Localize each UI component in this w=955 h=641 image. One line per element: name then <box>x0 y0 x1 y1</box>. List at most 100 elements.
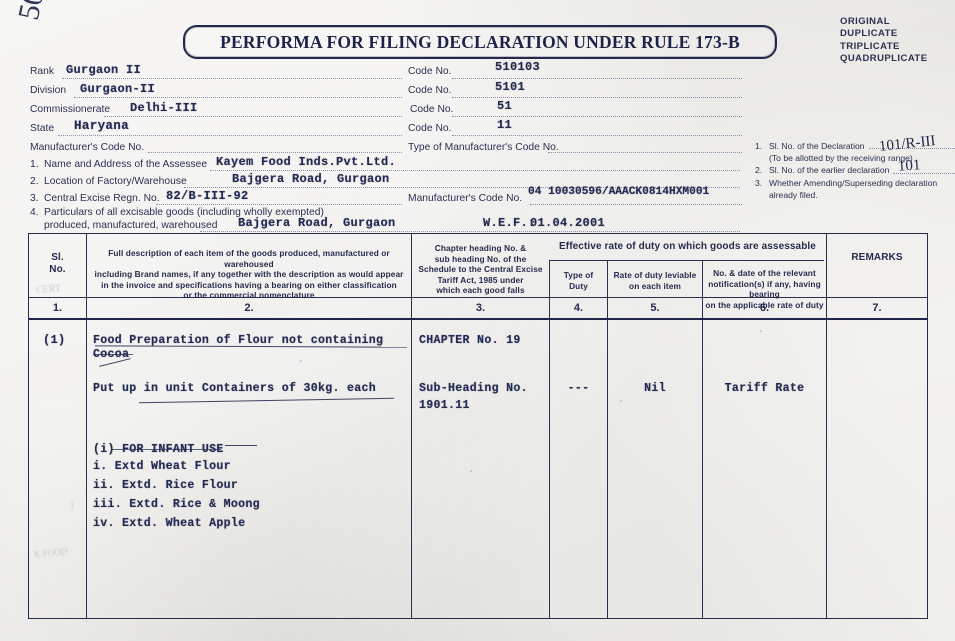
dotted-leader-commissionerate <box>104 116 402 117</box>
table-group-header-rule <box>549 260 824 261</box>
margin-handwritten-number: 50 <box>12 0 51 23</box>
page-title: PERFORMA FOR FILING DECLARATION UNDER RU… <box>220 31 740 52</box>
table-colnum-6: 6. <box>759 302 770 314</box>
field-label-division: Division <box>30 85 67 96</box>
table-header-chapter-heading: Chapter heading No. & sub heading No. of… <box>418 243 543 296</box>
form-title-banner: PERFORMA FOR FILING DECLARATION UNDER RU… <box>183 25 777 59</box>
note-text-1: Sl. No. of the Declaration <box>769 141 865 151</box>
dotted-leader-rank <box>62 78 402 79</box>
table-group-header: Effective rate of duty on which goods ar… <box>559 241 816 252</box>
table-row: (1) <box>43 333 66 347</box>
dotted-leader-manufacturer-code-3 <box>530 204 742 205</box>
copy-duplicate: DUPLICATE <box>840 28 898 40</box>
note-index-1: 1. <box>755 141 763 151</box>
declaration-note-1-sub: (To be allotted by the receiving range) <box>769 153 913 164</box>
dotted-leader-type-manufacturer-code <box>548 152 742 153</box>
table-header-remarks: REMARKS <box>851 252 903 263</box>
row-subitem-4: iv. Extd. Wheat Apple <box>93 517 246 530</box>
field-label-state: State <box>30 123 55 134</box>
wef-label: W.E.F.: <box>483 216 536 230</box>
copy-triplicate: TRIPLICATE <box>840 40 900 52</box>
table-divider-6 <box>826 234 827 618</box>
row-subitem-3: iii. Extd. Rice & Moong <box>93 498 260 511</box>
table-header-rate-of-duty: Rate of duty leviable on each item <box>613 270 697 291</box>
table-header-description: Full description of each item of the goo… <box>94 248 404 301</box>
declaration-note-3-sub: already filed. <box>769 189 818 200</box>
handwritten-underline-3 <box>139 397 394 404</box>
dotted-leader-particulars <box>200 231 740 232</box>
field-label-commissionerate: Commissionerate <box>30 104 111 115</box>
numbered-index-3: 3. <box>30 193 39 204</box>
handwritten-strike-infant <box>111 449 221 450</box>
code-label-division: Code No. <box>408 85 452 96</box>
code-value-rank: 510103 <box>495 60 541 74</box>
table-header-sl-no: Sl. No. <box>49 252 66 275</box>
numbered-value-particulars: Bajgera Road, Gurgaon <box>238 216 396 230</box>
table-divider-2 <box>411 234 412 618</box>
row-type-of-duty: --- <box>567 382 590 395</box>
numbered-index-1: 1. <box>30 159 39 170</box>
code-label-rank: Code No. <box>408 66 452 77</box>
goods-declaration-table: Effective rate of duty on which goods ar… <box>28 233 928 619</box>
field-label-rank: Rank <box>30 66 55 77</box>
dotted-leader-assessee <box>210 170 740 171</box>
field-value-commissionerate: Delhi-III <box>130 101 198 115</box>
wef-value: 01.04.2001 <box>530 216 606 230</box>
numbered-label-excise-regn: Central Excise Regn. No. <box>44 193 160 204</box>
dotted-leader-manufacturer-code <box>148 152 402 153</box>
numbered-label-manufacturer-code-3: Manufacturer's Code No. <box>408 193 523 204</box>
table-colnum-2: 2. <box>244 302 254 314</box>
note-index-3: 3. <box>755 177 763 188</box>
row-subitem-1: i. Extd Wheat Flour <box>93 460 231 473</box>
table-colnum-7: 7. <box>872 302 882 314</box>
code-label-state: Code No. <box>408 123 452 134</box>
dotted-leader-state-code <box>452 135 742 136</box>
table-colnum-3: 3. <box>475 302 486 314</box>
table-number-row-rule <box>29 318 927 320</box>
row-description-line3: Put up in unit Containers of 30kg. each <box>93 382 377 395</box>
field-label-type-manufacturer-code: Type of Manufacturer's Code No. <box>408 142 559 153</box>
numbered-value-excise-regn: 82/B-III-92 <box>166 189 249 203</box>
handwritten-strike-cocoa <box>93 354 133 355</box>
copy-original: ORIGINAL <box>840 16 891 27</box>
dotted-leader-division <box>74 97 402 98</box>
dotted-leader-commissionerate-code <box>452 116 742 117</box>
handwritten-dash-infant <box>225 445 257 446</box>
code-value-state: 11 <box>497 118 513 132</box>
field-value-division: Gurgaon-II <box>80 82 156 96</box>
copy-designations: ORIGINAL DUPLICATE TRIPLICATE QUADRUPLIC… <box>840 16 927 66</box>
table-divider-1 <box>86 234 87 618</box>
code-value-division: 5101 <box>495 80 526 94</box>
numbered-value-manufacturer-code-3: 04 10030596/AAACK0814HXM001 <box>528 186 710 198</box>
table-colnum-1: 1. <box>52 302 63 314</box>
note-text-2: Sl. No. of the earlier declaration <box>769 165 890 176</box>
numbered-index-2: 2. <box>30 176 39 187</box>
declaration-note-3: 3. Whether Amending/Superseding declarat… <box>755 177 955 189</box>
row-chapter: CHAPTER No. 19 <box>419 334 521 347</box>
numbered-value-assessee: Kayem Food Inds.Pvt.Ltd. <box>216 155 397 169</box>
row-notification: Tariff Rate <box>724 382 805 395</box>
row-subitem-2: ii. Extd. Rice Flour <box>93 479 239 492</box>
field-label-manufacturer-code: Manufacturer's Code No. <box>30 142 145 153</box>
code-label-commissionerate: Code No. <box>410 104 454 115</box>
copy-quadruplicate: QUADRUPLICATE <box>840 53 928 65</box>
earlier-declaration-serial-handwritten: 101 <box>897 157 921 175</box>
numbered-value-location: Bajgera Road, Gurgaon <box>232 172 390 186</box>
code-value-commissionerate: 51 <box>497 99 513 113</box>
dotted-leader-division-code <box>452 97 742 98</box>
note-index-2: 2. <box>755 165 763 176</box>
numbered-index-4: 4. <box>30 207 39 218</box>
note-text-3: Whether Amending/Superseding declaration <box>769 177 938 188</box>
row-subheading-label: Sub-Heading No. <box>419 382 528 395</box>
field-value-state: Haryana <box>74 119 130 133</box>
table-header-type-of-duty: Type of Duty <box>563 270 594 291</box>
row-subheading-value: 1901.11 <box>419 399 470 412</box>
field-value-rank: Gurgaon II <box>66 63 142 77</box>
row-rate-of-duty: Nil <box>644 382 666 395</box>
dotted-leader-rank-code <box>452 78 742 79</box>
dotted-leader-state <box>58 135 402 136</box>
table-colnum-5: 5. <box>650 302 660 314</box>
numbered-label-assessee: Name and Address of the Assessee <box>44 159 208 170</box>
table-colnum-4: 4. <box>573 302 584 314</box>
